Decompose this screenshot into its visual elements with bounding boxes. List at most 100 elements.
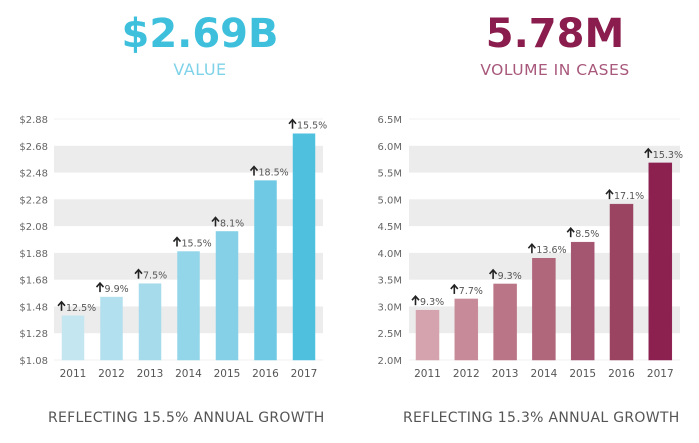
value-growth-caption: REFLECTING 15.5% ANNUAL GROWTH xyxy=(48,410,325,426)
x-tick-label: 2016 xyxy=(608,368,635,380)
bar-2013 xyxy=(138,283,162,361)
data-label: 12.5% xyxy=(57,300,96,314)
grid-band xyxy=(409,199,680,227)
data-label: 15.5% xyxy=(288,118,327,132)
arrow-up-icon xyxy=(527,243,537,254)
y-tick-label: $2.68 xyxy=(19,142,48,153)
data-label: 9.3% xyxy=(488,268,522,282)
arrow-up-icon xyxy=(450,283,459,294)
y-tick-label: 3.0M xyxy=(377,302,402,313)
data-label: 9.9% xyxy=(95,281,129,295)
x-tick-label: 2017 xyxy=(647,368,674,380)
arrow-up-icon xyxy=(644,147,653,158)
y-tick-label: 6.5M xyxy=(377,115,402,126)
y-tick-label: 3.5M xyxy=(377,276,402,287)
x-tick-label: 2012 xyxy=(98,368,125,380)
data-label-text: 15.5% xyxy=(182,239,212,250)
arrow-up-icon xyxy=(172,236,182,247)
kpi-value-total: $2.69B xyxy=(121,11,279,57)
grid-band xyxy=(54,199,323,227)
data-label-text: 12.5% xyxy=(66,303,96,314)
y-tick-label: $1.88 xyxy=(19,249,48,260)
bar-2011 xyxy=(61,315,85,361)
x-tick-label: 2015 xyxy=(569,368,596,380)
y-tick-label: $2.08 xyxy=(19,222,48,233)
bar-2014 xyxy=(532,257,556,361)
data-label-text: 15.5% xyxy=(297,121,327,132)
bar-2015 xyxy=(570,241,595,361)
bar-2016 xyxy=(254,180,277,361)
data-label: 15.5% xyxy=(172,236,212,250)
arrow-up-icon xyxy=(134,268,143,279)
value-bar-chart: $1.08 $1.28 $1.48 $1.68 $1.88 $2.08 $2.28 $2.48… xyxy=(19,115,327,380)
data-label-text: 7.7% xyxy=(459,286,483,297)
data-label-text: 8.5% xyxy=(575,229,599,240)
arrow-up-icon xyxy=(249,165,259,176)
data-label-text: 9.3% xyxy=(420,297,444,308)
bar-2012 xyxy=(100,296,123,361)
y-tick-label: $2.28 xyxy=(19,195,48,206)
data-label-text: 9.9% xyxy=(105,284,129,295)
arrow-up-icon xyxy=(288,118,297,129)
data-label-text: 18.5% xyxy=(259,168,289,179)
y-tick-label: $2.48 xyxy=(19,169,48,180)
y-tick-label: $1.08 xyxy=(19,356,48,367)
arrow-up-icon xyxy=(566,226,575,238)
bar-2017 xyxy=(648,162,673,361)
x-tick-label: 2013 xyxy=(492,368,519,380)
y-tick-label: $2.88 xyxy=(19,115,48,126)
data-label: 9.3% xyxy=(411,294,444,308)
x-tick-label: 2013 xyxy=(137,368,164,380)
data-label: 7.5% xyxy=(134,268,167,282)
y-tick-label: $1.48 xyxy=(19,302,48,313)
arrow-up-icon xyxy=(488,268,498,279)
x-tick-label: 2011 xyxy=(60,368,87,380)
kpi-volume-block: 5.78M VOLUME IN CASES xyxy=(455,11,655,80)
data-label-text: 15.3% xyxy=(653,150,683,161)
data-label: 17.1% xyxy=(605,188,644,202)
arrow-up-icon xyxy=(57,300,66,311)
y-tick-label: $1.28 xyxy=(19,329,48,340)
bar-2014 xyxy=(177,251,200,361)
y-tick-label: 4.5M xyxy=(377,222,402,233)
data-label: 15.3% xyxy=(644,147,683,161)
data-label: 8.1% xyxy=(211,216,244,229)
kpi-label-value: VALUE xyxy=(173,60,227,79)
arrow-up-icon xyxy=(95,281,105,293)
data-label: 18.5% xyxy=(249,165,289,179)
data-label-text: 13.6% xyxy=(536,245,566,256)
y-tick-label: 4.0M xyxy=(377,249,402,260)
data-label: 13.6% xyxy=(527,243,567,256)
data-label-text: 17.1% xyxy=(614,191,644,202)
x-tick-label: 2012 xyxy=(453,368,480,380)
arrow-up-icon xyxy=(605,188,614,200)
data-label-text: 8.1% xyxy=(220,218,244,229)
y-tick-label: 5.5M xyxy=(377,169,402,180)
arrow-up-icon xyxy=(411,294,420,306)
bar-2015 xyxy=(215,231,239,361)
y-tick-label: $1.68 xyxy=(19,276,48,287)
data-label-text: 7.5% xyxy=(143,271,167,282)
x-tick-label: 2017 xyxy=(291,368,318,380)
data-label-text: 9.3% xyxy=(498,271,522,282)
x-tick-label: 2015 xyxy=(214,368,241,380)
data-label: 7.7% xyxy=(450,283,483,297)
grid-band xyxy=(409,145,680,173)
kpi-value-block: $2.69B VALUE xyxy=(120,11,280,80)
bar-2016 xyxy=(609,203,634,361)
bar-2013 xyxy=(493,283,517,361)
kpi-value-volume: 5.78M xyxy=(485,11,625,57)
y-tick-label: 6.0M xyxy=(377,142,402,153)
volume-bar-chart: 2.0M 2.5M 3.0M 3.5M 4.0M 4.5M 5.0M 5.5M 6.0M 6.5M… xyxy=(377,115,683,380)
y-tick-label: 2.0M xyxy=(377,356,402,367)
y-tick-label: 2.5M xyxy=(377,329,402,340)
data-label: 8.5% xyxy=(566,226,599,240)
y-tick-label: 5.0M xyxy=(377,195,402,206)
x-tick-label: 2011 xyxy=(414,368,441,380)
arrow-up-icon xyxy=(211,216,220,227)
x-tick-label: 2016 xyxy=(252,368,279,380)
volume-growth-caption: REFLECTING 15.3% ANNUAL GROWTH xyxy=(403,410,680,426)
x-tick-label: 2014 xyxy=(531,368,558,380)
bar-2017 xyxy=(292,133,316,361)
bar-2011 xyxy=(415,309,440,361)
